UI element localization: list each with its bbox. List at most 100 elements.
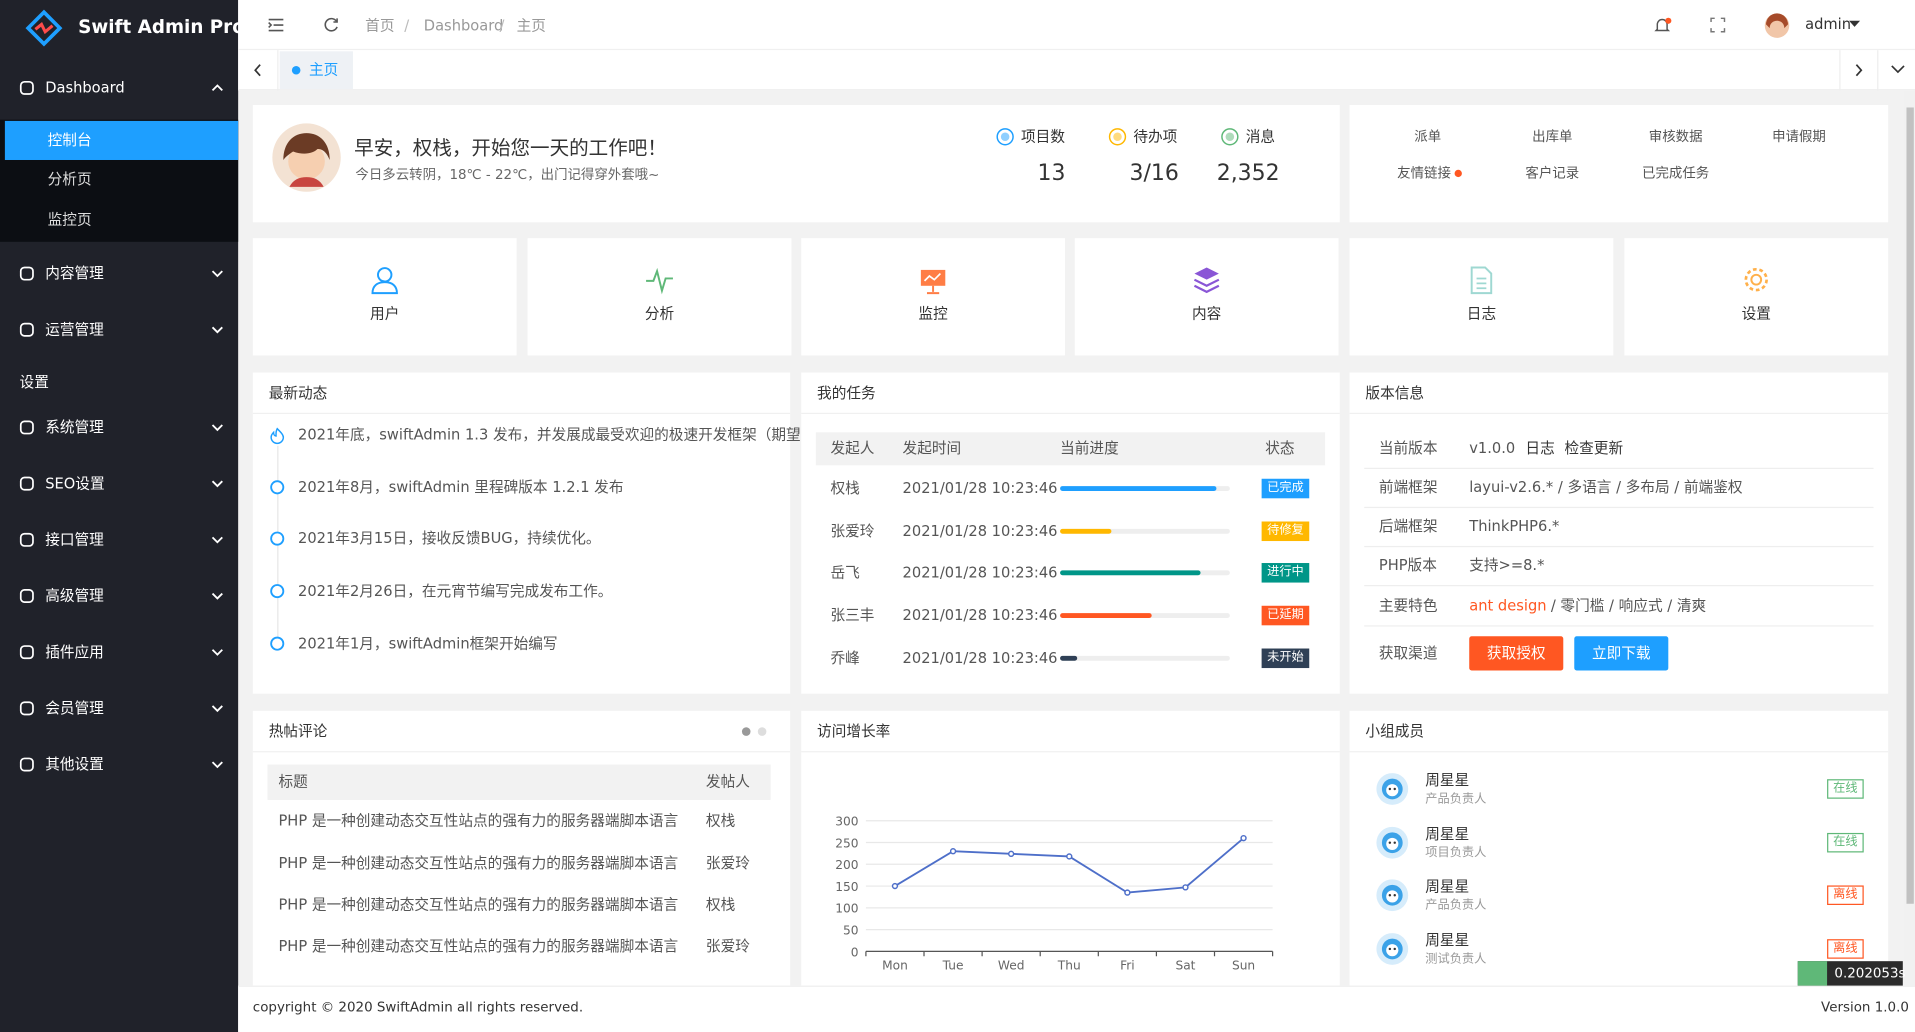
menu-item[interactable]: 接口管理 [45,531,104,549]
y-tick-label: 200 [835,858,858,872]
menu-icon [20,476,35,491]
quick-link[interactable]: 派单 [1414,129,1441,145]
menu-item[interactable]: 插件应用 [45,643,104,661]
shortcut-label: 监控 [918,305,947,323]
tab-dot [292,66,301,75]
logo [27,11,61,45]
tab-next [1855,65,1862,76]
version-value: / 零门槛 / 响应式 / 清爽 [1546,597,1706,615]
table-header: 当前进度 [1060,439,1119,457]
y-tick-label: 150 [835,880,858,894]
user-name[interactable]: admin [1805,16,1851,34]
fullscreen[interactable] [1711,18,1724,31]
icon-part [1386,838,1398,850]
shortcut-card[interactable] [801,238,1065,355]
icon-part [21,702,33,714]
icon-part [372,282,396,293]
x-tick-label: Wed [998,959,1025,973]
menu-item[interactable]: 系统管理 [45,419,104,437]
timeline-line [277,446,278,648]
shortcut-card[interactable] [1075,238,1339,355]
icon-part [271,429,283,444]
menu-item[interactable]: 运营管理 [45,321,104,339]
member-avatar [1376,933,1408,965]
menu-toggle[interactable] [269,18,284,31]
quick-link[interactable]: 客户记录 [1525,165,1579,181]
quick-link[interactable]: 申请假期 [1772,129,1826,145]
shortcut-card[interactable] [528,238,792,355]
icon-part [1746,269,1767,290]
bell[interactable] [1655,17,1670,33]
menu-icon [20,266,35,281]
icon-part [1001,133,1010,142]
quick-link[interactable]: 已完成任务 [1642,165,1709,181]
menu-item[interactable]: 其他设置 [45,756,104,774]
shortcut-card[interactable] [1350,238,1614,355]
menu-item[interactable]: Dashboard [45,79,125,97]
icon-part [1389,841,1391,843]
stat-icon [997,128,1014,145]
card-divider [1350,413,1889,414]
icon-part [1113,133,1122,142]
card [1350,105,1889,222]
user-avatar[interactable] [1765,13,1789,37]
chart: 050100150200250300MonTueWedThuFriSatSun [801,711,1340,986]
post-author: 权栈 [706,812,735,830]
menu-item[interactable]: 高级管理 [45,587,104,605]
menu-icon [20,701,35,716]
shortcut-card[interactable] [1624,238,1888,355]
menu-icon [20,589,35,604]
quick-link[interactable]: 友情链接 [1397,165,1451,181]
quick-link[interactable]: 审核数据 [1649,129,1703,145]
carousel-dots[interactable] [741,727,768,737]
breadcrumb[interactable]: Dashboard [424,17,504,35]
icon-part [1394,841,1396,843]
icon-part [21,267,33,279]
menu-item[interactable]: 会员管理 [45,700,104,718]
version-link[interactable]: 检查更新 [1564,439,1623,457]
menu-icon [20,532,35,547]
member-name: 周星星 [1425,932,1469,950]
shortcut-card[interactable] [253,238,517,355]
shortcut-icon [1193,266,1220,293]
card-divider [253,413,790,414]
y-tick-label: 300 [835,815,858,829]
post-title[interactable]: PHP 是一种创建动态交互性站点的强有力的服务器端脚本语言 [278,896,678,914]
version-label: 后端框架 [1379,518,1438,536]
table-header: 状态 [1265,439,1294,457]
card-divider [253,751,790,752]
post-title[interactable]: PHP 是一种创建动态交互性站点的强有力的服务器端脚本语言 [278,855,678,873]
submenu-item[interactable]: 控制台 [48,132,92,150]
icon-part [1892,66,1904,72]
submenu-item[interactable]: 分析页 [48,171,92,189]
icon-part [21,590,33,602]
breadcrumb[interactable]: 首页 [365,17,394,35]
shortcut-label: 日志 [1467,305,1496,323]
timeline-dot [270,427,285,442]
icon-part [1389,894,1391,896]
version-link[interactable]: 日志 [1525,439,1554,457]
card-divider [1350,751,1889,752]
member-name: 周星星 [1425,878,1469,896]
submenu-item[interactable]: 监控页 [48,211,92,229]
menu-chevron [213,270,223,277]
icon-part [271,585,283,597]
tab-bar [238,50,1915,90]
icon-part [1751,275,1761,285]
menu-item[interactable]: 内容管理 [45,265,104,283]
quick-link[interactable]: 出库单 [1532,129,1572,145]
menu-item[interactable]: SEO设置 [45,475,104,493]
x-tick-label: Sun [1232,959,1255,973]
icon-part [1849,21,1860,27]
post-title[interactable]: PHP 是一种创建动态交互性站点的强有力的服务器端脚本语言 [278,938,678,956]
member-status-label: 离线 [1833,888,1857,903]
x-tick-label: Fri [1120,959,1135,973]
member-name: 周星星 [1425,772,1469,790]
x-tick-label: Tue [942,959,964,973]
post-title[interactable]: PHP 是一种创建动态交互性站点的强有力的服务器端脚本语言 [278,812,678,830]
shortcut-label: 内容 [1192,305,1221,323]
news-item: 2021年3月15日，接收反馈BUG，持续优化。 [298,530,601,548]
icon-part [1389,948,1391,950]
menu-chevron [213,761,223,768]
refresh[interactable] [324,17,339,32]
